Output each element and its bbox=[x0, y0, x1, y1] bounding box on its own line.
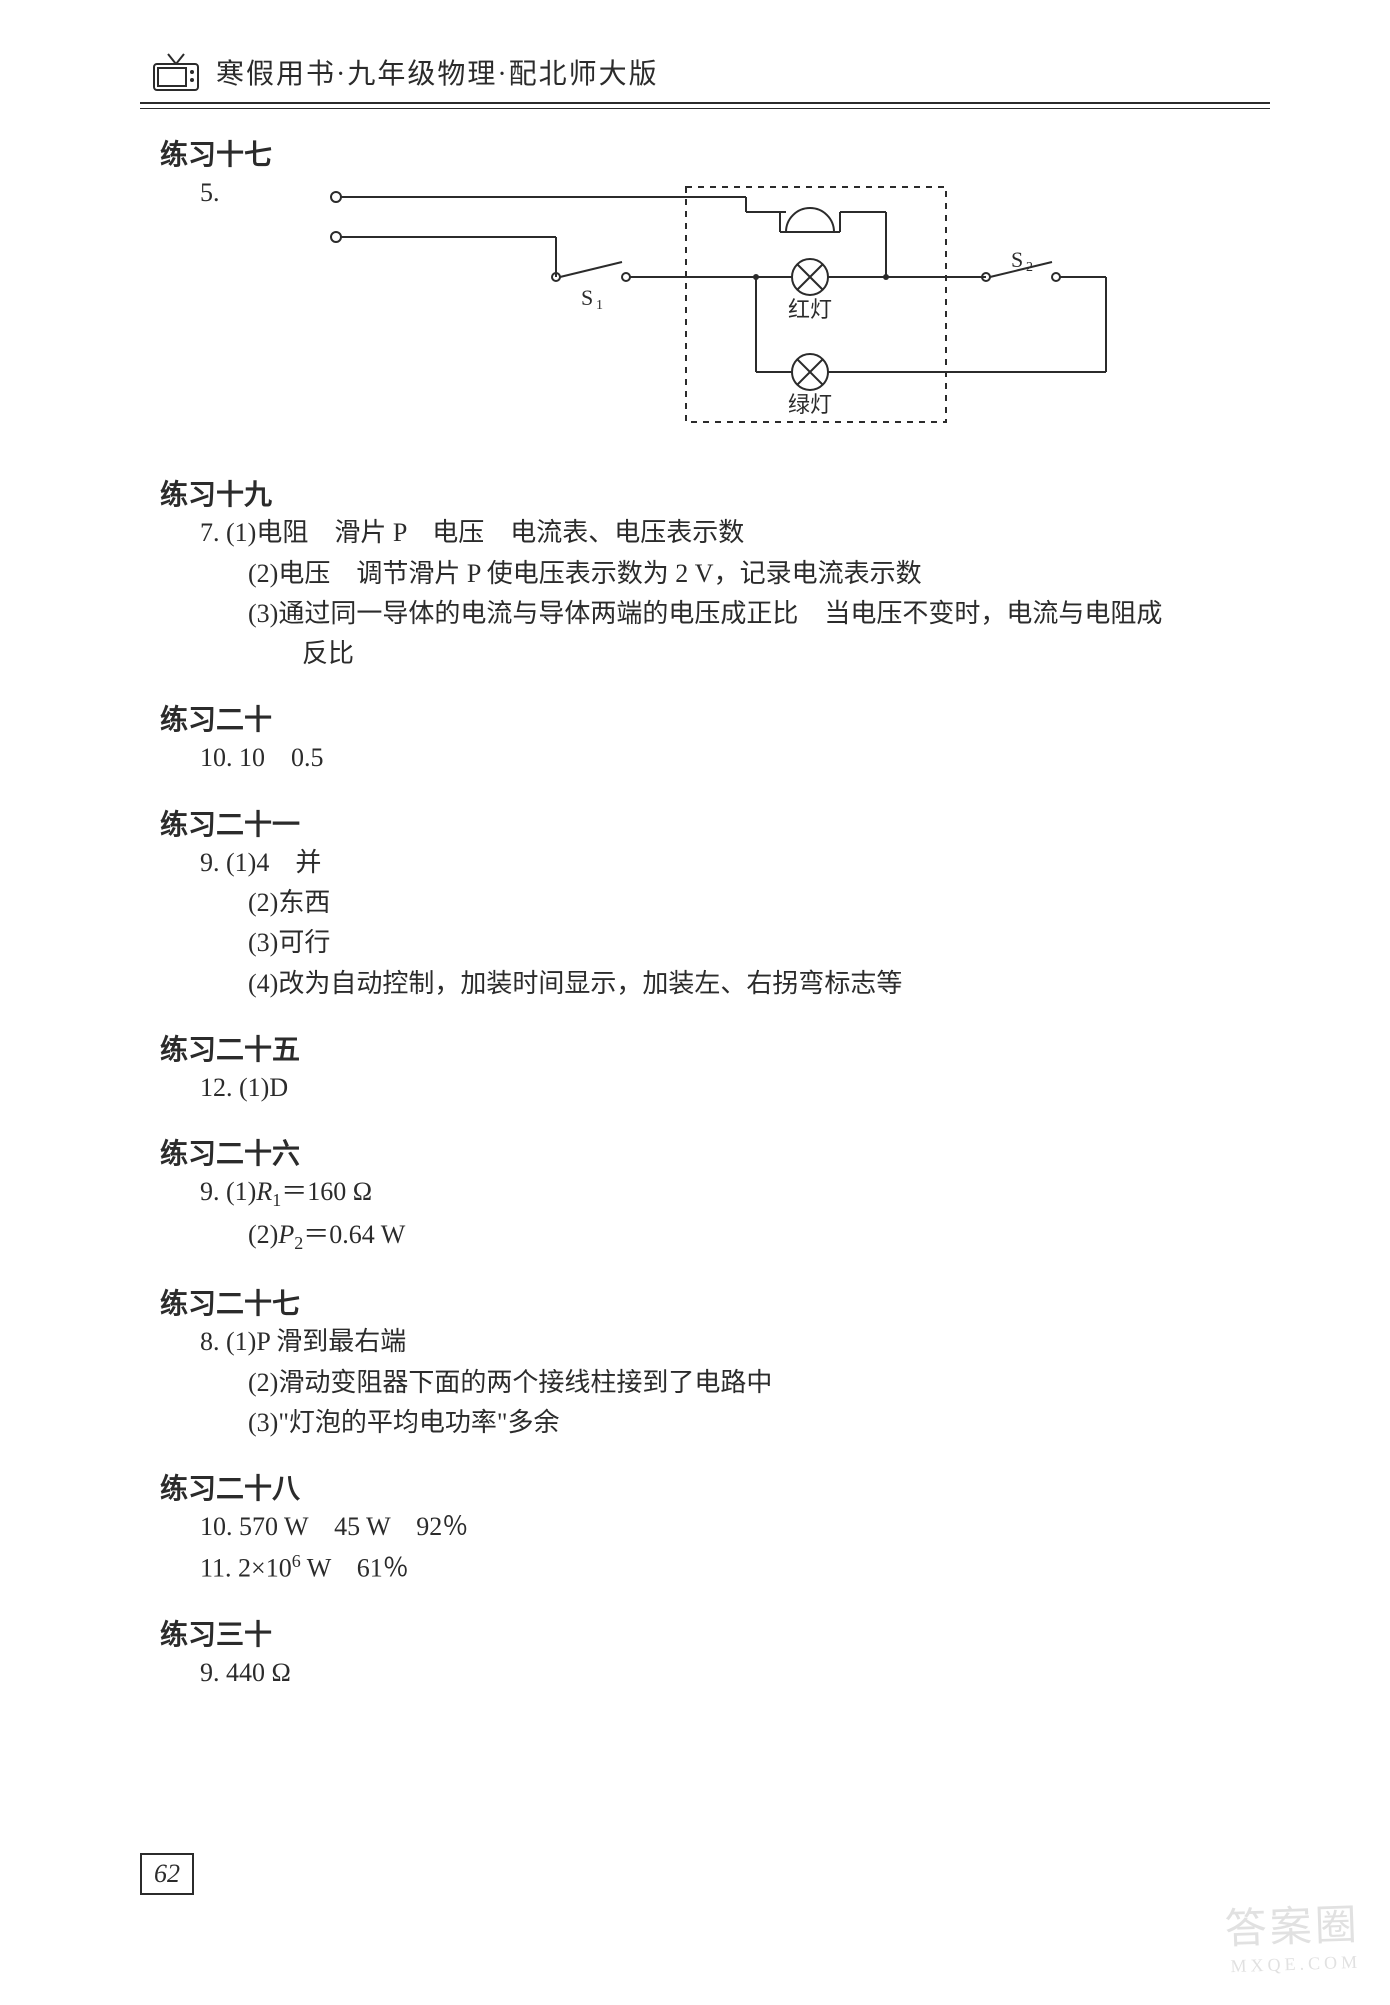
q26-9: 9. (1)R1＝160 Ω bbox=[200, 1172, 1280, 1215]
q21-9-2: (2)东西 bbox=[248, 883, 1280, 923]
q27-8-1: (1)P 滑到最右端 bbox=[226, 1327, 406, 1356]
q19-7-1: (1)电阻 滑片 P 电压 电流表、电压表示数 bbox=[226, 518, 744, 547]
q21-9-num: 9. bbox=[200, 848, 220, 877]
svg-text:绿灯: 绿灯 bbox=[788, 392, 832, 417]
q19-7-num: 7. bbox=[200, 518, 220, 547]
q26-9-2: (2)P2＝0.64 W bbox=[248, 1215, 1280, 1258]
q28-line2-pre: 11. 2×10 bbox=[200, 1553, 292, 1582]
circuit-diagram: S 1 红灯 S 2 bbox=[326, 177, 1126, 449]
q26-9-2-post: ＝0.64 W bbox=[303, 1220, 405, 1249]
section-19-title: 练习十九 bbox=[160, 473, 1280, 513]
q26-9-1-post: ＝160 Ω bbox=[281, 1177, 372, 1206]
q26-9-num: 9. bbox=[200, 1177, 220, 1206]
q19-7-2: (2)电压 调节滑片 P 使电压表示数为 2 V，记录电流表示数 bbox=[248, 554, 1280, 594]
q26-9-1-sub: 1 bbox=[272, 1190, 281, 1210]
section-17-title: 练习十七 bbox=[160, 133, 1280, 173]
q26-9-2-sub: 2 bbox=[294, 1234, 303, 1254]
header-rule bbox=[140, 102, 1270, 109]
svg-text:S: S bbox=[581, 285, 593, 310]
q27-8-num: 8. bbox=[200, 1327, 220, 1356]
section-26-title: 练习二十六 bbox=[160, 1132, 1280, 1172]
q20-line: 10. 10 0.5 bbox=[200, 738, 1280, 778]
q19-7-3a: (3)通过同一导体的电流与导体两端的电压成正比 当电压不变时，电流与电阻成 bbox=[248, 599, 1162, 628]
watermark-main: 答案圈 bbox=[1224, 1903, 1361, 1954]
tv-icon bbox=[150, 50, 202, 94]
q17-5: 5. bbox=[200, 173, 1280, 449]
q19-7: 7. (1)电阻 滑片 P 电压 电流表、电压表示数 bbox=[200, 513, 1280, 553]
q21-9-3: (3)可行 bbox=[248, 923, 1280, 963]
q26-9-1-pre: (1) bbox=[226, 1177, 256, 1206]
q28-line2-sup: 6 bbox=[292, 1551, 301, 1571]
q28-line1: 10. 570 W 45 W 92％ bbox=[200, 1507, 1280, 1547]
q26-9-2-pre: (2) bbox=[248, 1220, 278, 1249]
section-20-title: 练习二十 bbox=[160, 698, 1280, 738]
header-title: 寒假用书·九年级物理·配北师大版 bbox=[216, 52, 659, 92]
section-28-title: 练习二十八 bbox=[160, 1467, 1280, 1507]
watermark-sub: MXQE.COM bbox=[1226, 1952, 1362, 1978]
q26-9-2-var: P bbox=[278, 1220, 294, 1249]
q27-8-3: (3)"灯泡的平均电功率"多余 bbox=[248, 1403, 1280, 1443]
watermark: 答案圈 MXQE.COM bbox=[1224, 1891, 1362, 1978]
q21-9-4: (4)改为自动控制，加装时间显示，加装左、右拐弯标志等 bbox=[248, 964, 1280, 1004]
q30-line: 9. 440 Ω bbox=[200, 1653, 1280, 1693]
section-27-title: 练习二十七 bbox=[160, 1282, 1280, 1322]
q26-9-1-var: R bbox=[256, 1177, 272, 1206]
q27-8-2: (2)滑动变阻器下面的两个接线柱接到了电路中 bbox=[248, 1363, 1280, 1403]
q21-9: 9. (1)4 并 bbox=[200, 843, 1280, 883]
svg-text:1: 1 bbox=[596, 298, 603, 313]
page-header: 寒假用书·九年级物理·配北师大版 bbox=[150, 50, 1280, 94]
q19-7-3b: 反比 bbox=[302, 634, 1280, 674]
q21-9-1: (1)4 并 bbox=[226, 848, 321, 877]
q28-line2-post: W 61％ bbox=[301, 1553, 409, 1582]
page-root: 寒假用书·九年级物理·配北师大版 练习十七 5. bbox=[0, 0, 1390, 2005]
section-30-title: 练习三十 bbox=[160, 1613, 1280, 1653]
page-number: 62 bbox=[140, 1853, 194, 1895]
section-25-title: 练习二十五 bbox=[160, 1028, 1280, 1068]
q28-line2: 11. 2×106 W 61％ bbox=[200, 1548, 1280, 1589]
q25-line: 12. (1)D bbox=[200, 1068, 1280, 1108]
q27-8: 8. (1)P 滑到最右端 bbox=[200, 1322, 1280, 1362]
section-21-title: 练习二十一 bbox=[160, 803, 1280, 843]
svg-text:红灯: 红灯 bbox=[788, 297, 832, 322]
q19-7-3: (3)通过同一导体的电流与导体两端的电压成正比 当电压不变时，电流与电阻成 反比 bbox=[248, 594, 1280, 675]
svg-text:2: 2 bbox=[1026, 260, 1033, 275]
svg-text:S: S bbox=[1011, 247, 1023, 272]
q17-5-num: 5. bbox=[200, 178, 220, 207]
